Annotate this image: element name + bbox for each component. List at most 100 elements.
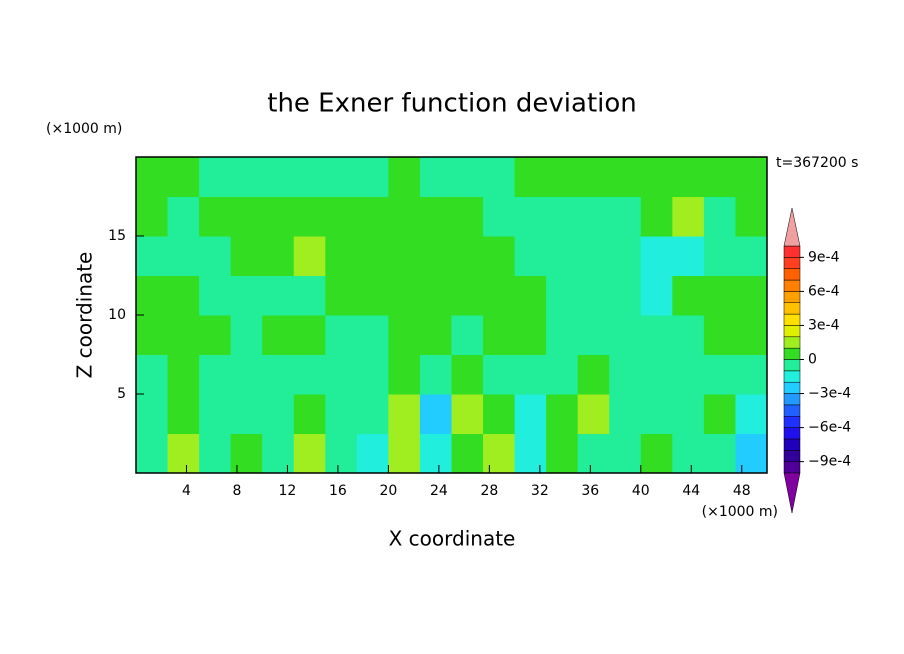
- contour-cell: [609, 433, 642, 474]
- contour-cell: [609, 394, 642, 434]
- contour-cell: [356, 354, 389, 395]
- contour-cell: [419, 354, 452, 395]
- colorbar-tick-label: −6e-4: [808, 420, 851, 436]
- contour-cell: [577, 315, 610, 355]
- contour-cell: [577, 394, 610, 434]
- contour-cell: [735, 157, 768, 197]
- contour-cell: [325, 275, 358, 316]
- contour-cell: [451, 354, 484, 395]
- contour-cell: [451, 394, 484, 434]
- contour-cell: [672, 236, 705, 276]
- colorbar-band: [783, 291, 801, 303]
- contour-cell: [230, 275, 263, 316]
- contour-cell: [356, 275, 389, 316]
- contour-cell: [262, 433, 295, 474]
- contour-cell: [672, 433, 705, 474]
- contour-cell: [388, 433, 421, 474]
- contour-cell: [419, 236, 452, 276]
- contour-cell: [546, 433, 579, 474]
- time-annotation: t=367200 s: [776, 155, 858, 171]
- contour-cell: [703, 354, 736, 395]
- colorbar-band: [783, 313, 801, 326]
- contour-cell: [167, 394, 200, 434]
- colorbar-band: [783, 461, 801, 474]
- contour-cell: [451, 157, 484, 197]
- contour-cell: [514, 196, 547, 237]
- colorbar-tick-label: −9e-4: [808, 454, 851, 470]
- contour-cell: [577, 275, 610, 316]
- contour-cell: [230, 315, 263, 355]
- contour-cell: [293, 354, 326, 395]
- colorbar-under: [783, 472, 801, 514]
- contour-cell: [167, 196, 200, 237]
- x-tick-label: 20: [379, 483, 397, 499]
- contour-cell: [735, 354, 768, 395]
- contour-cell: [388, 315, 421, 355]
- contour-cell: [167, 236, 200, 276]
- contour-cell: [388, 394, 421, 434]
- contour-cell: [199, 394, 232, 434]
- contour-cell: [136, 394, 169, 434]
- colorbar-band: [783, 347, 801, 360]
- contour-cell: [199, 196, 232, 237]
- x-tick-label: 12: [279, 483, 297, 499]
- contour-cell: [262, 394, 295, 434]
- colorbar-tick-label: 3e-4: [808, 317, 840, 333]
- contour-cell: [451, 196, 484, 237]
- contour-cell: [546, 236, 579, 276]
- contour-cell: [703, 157, 736, 197]
- x-axis-label: X coordinate: [389, 527, 516, 551]
- contour-cell: [483, 394, 516, 434]
- contour-cell: [199, 275, 232, 316]
- contour-cell: [230, 157, 263, 197]
- contour-cell: [262, 275, 295, 316]
- contour-cell: [514, 236, 547, 276]
- chart-title: the Exner function deviation: [267, 89, 637, 119]
- y-tick-label: 5: [117, 386, 126, 402]
- contour-cell: [325, 236, 358, 276]
- contour-cell: [230, 196, 263, 237]
- colorbar-band: [783, 279, 801, 292]
- x-tick-label: 44: [682, 483, 700, 499]
- x-tick-label: 36: [581, 483, 599, 499]
- contour-cell: [483, 275, 516, 316]
- contour-cell: [419, 196, 452, 237]
- contour-cell: [167, 315, 200, 355]
- contour-cell: [325, 354, 358, 395]
- x-tick-label: 4: [182, 483, 191, 499]
- colorbar-band: [783, 325, 801, 338]
- contour-cell: [672, 354, 705, 395]
- colorbar-band: [783, 302, 801, 315]
- contour-cell: [167, 275, 200, 316]
- contour-cell: [640, 157, 673, 197]
- contour-cell: [483, 236, 516, 276]
- contour-cell: [735, 394, 768, 434]
- contour-cell: [640, 394, 673, 434]
- contour-cell: [262, 196, 295, 237]
- x-tick-label: 40: [632, 483, 650, 499]
- contour-cell: [514, 157, 547, 197]
- contour-cell: [451, 433, 484, 474]
- contour-cell: [262, 236, 295, 276]
- contour-cell: [735, 275, 768, 316]
- contour-cell: [483, 315, 516, 355]
- contour-cell: [136, 236, 169, 276]
- contour-cell: [325, 157, 358, 197]
- contour-cell: [167, 354, 200, 395]
- contour-cell: [388, 157, 421, 197]
- contour-cell: [640, 196, 673, 237]
- contour-cell: [419, 433, 452, 474]
- contour-cell: [703, 433, 736, 474]
- contour-cell: [356, 236, 389, 276]
- contour-cell: [672, 196, 705, 237]
- contour-cell: [703, 275, 736, 316]
- contour-cell: [609, 157, 642, 197]
- contour-cell: [356, 433, 389, 474]
- colorbar-band: [783, 416, 801, 428]
- colorbar-band: [783, 268, 801, 281]
- contour-cell: [640, 433, 673, 474]
- contour-cell: [325, 394, 358, 434]
- contour-cell: [388, 196, 421, 237]
- contour-cell: [640, 275, 673, 316]
- contour-cell: [293, 394, 326, 434]
